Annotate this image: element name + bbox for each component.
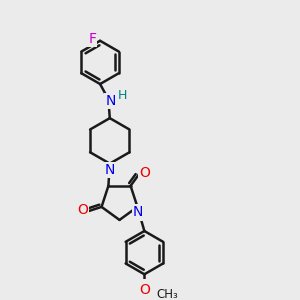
Text: O: O [77, 203, 88, 217]
Text: O: O [140, 166, 150, 180]
Text: N: N [105, 163, 115, 177]
Text: F: F [88, 32, 96, 46]
Text: O: O [139, 283, 150, 297]
Text: N: N [133, 206, 143, 219]
Text: H: H [118, 89, 128, 103]
Text: CH₃: CH₃ [157, 288, 178, 300]
Text: N: N [105, 94, 116, 108]
